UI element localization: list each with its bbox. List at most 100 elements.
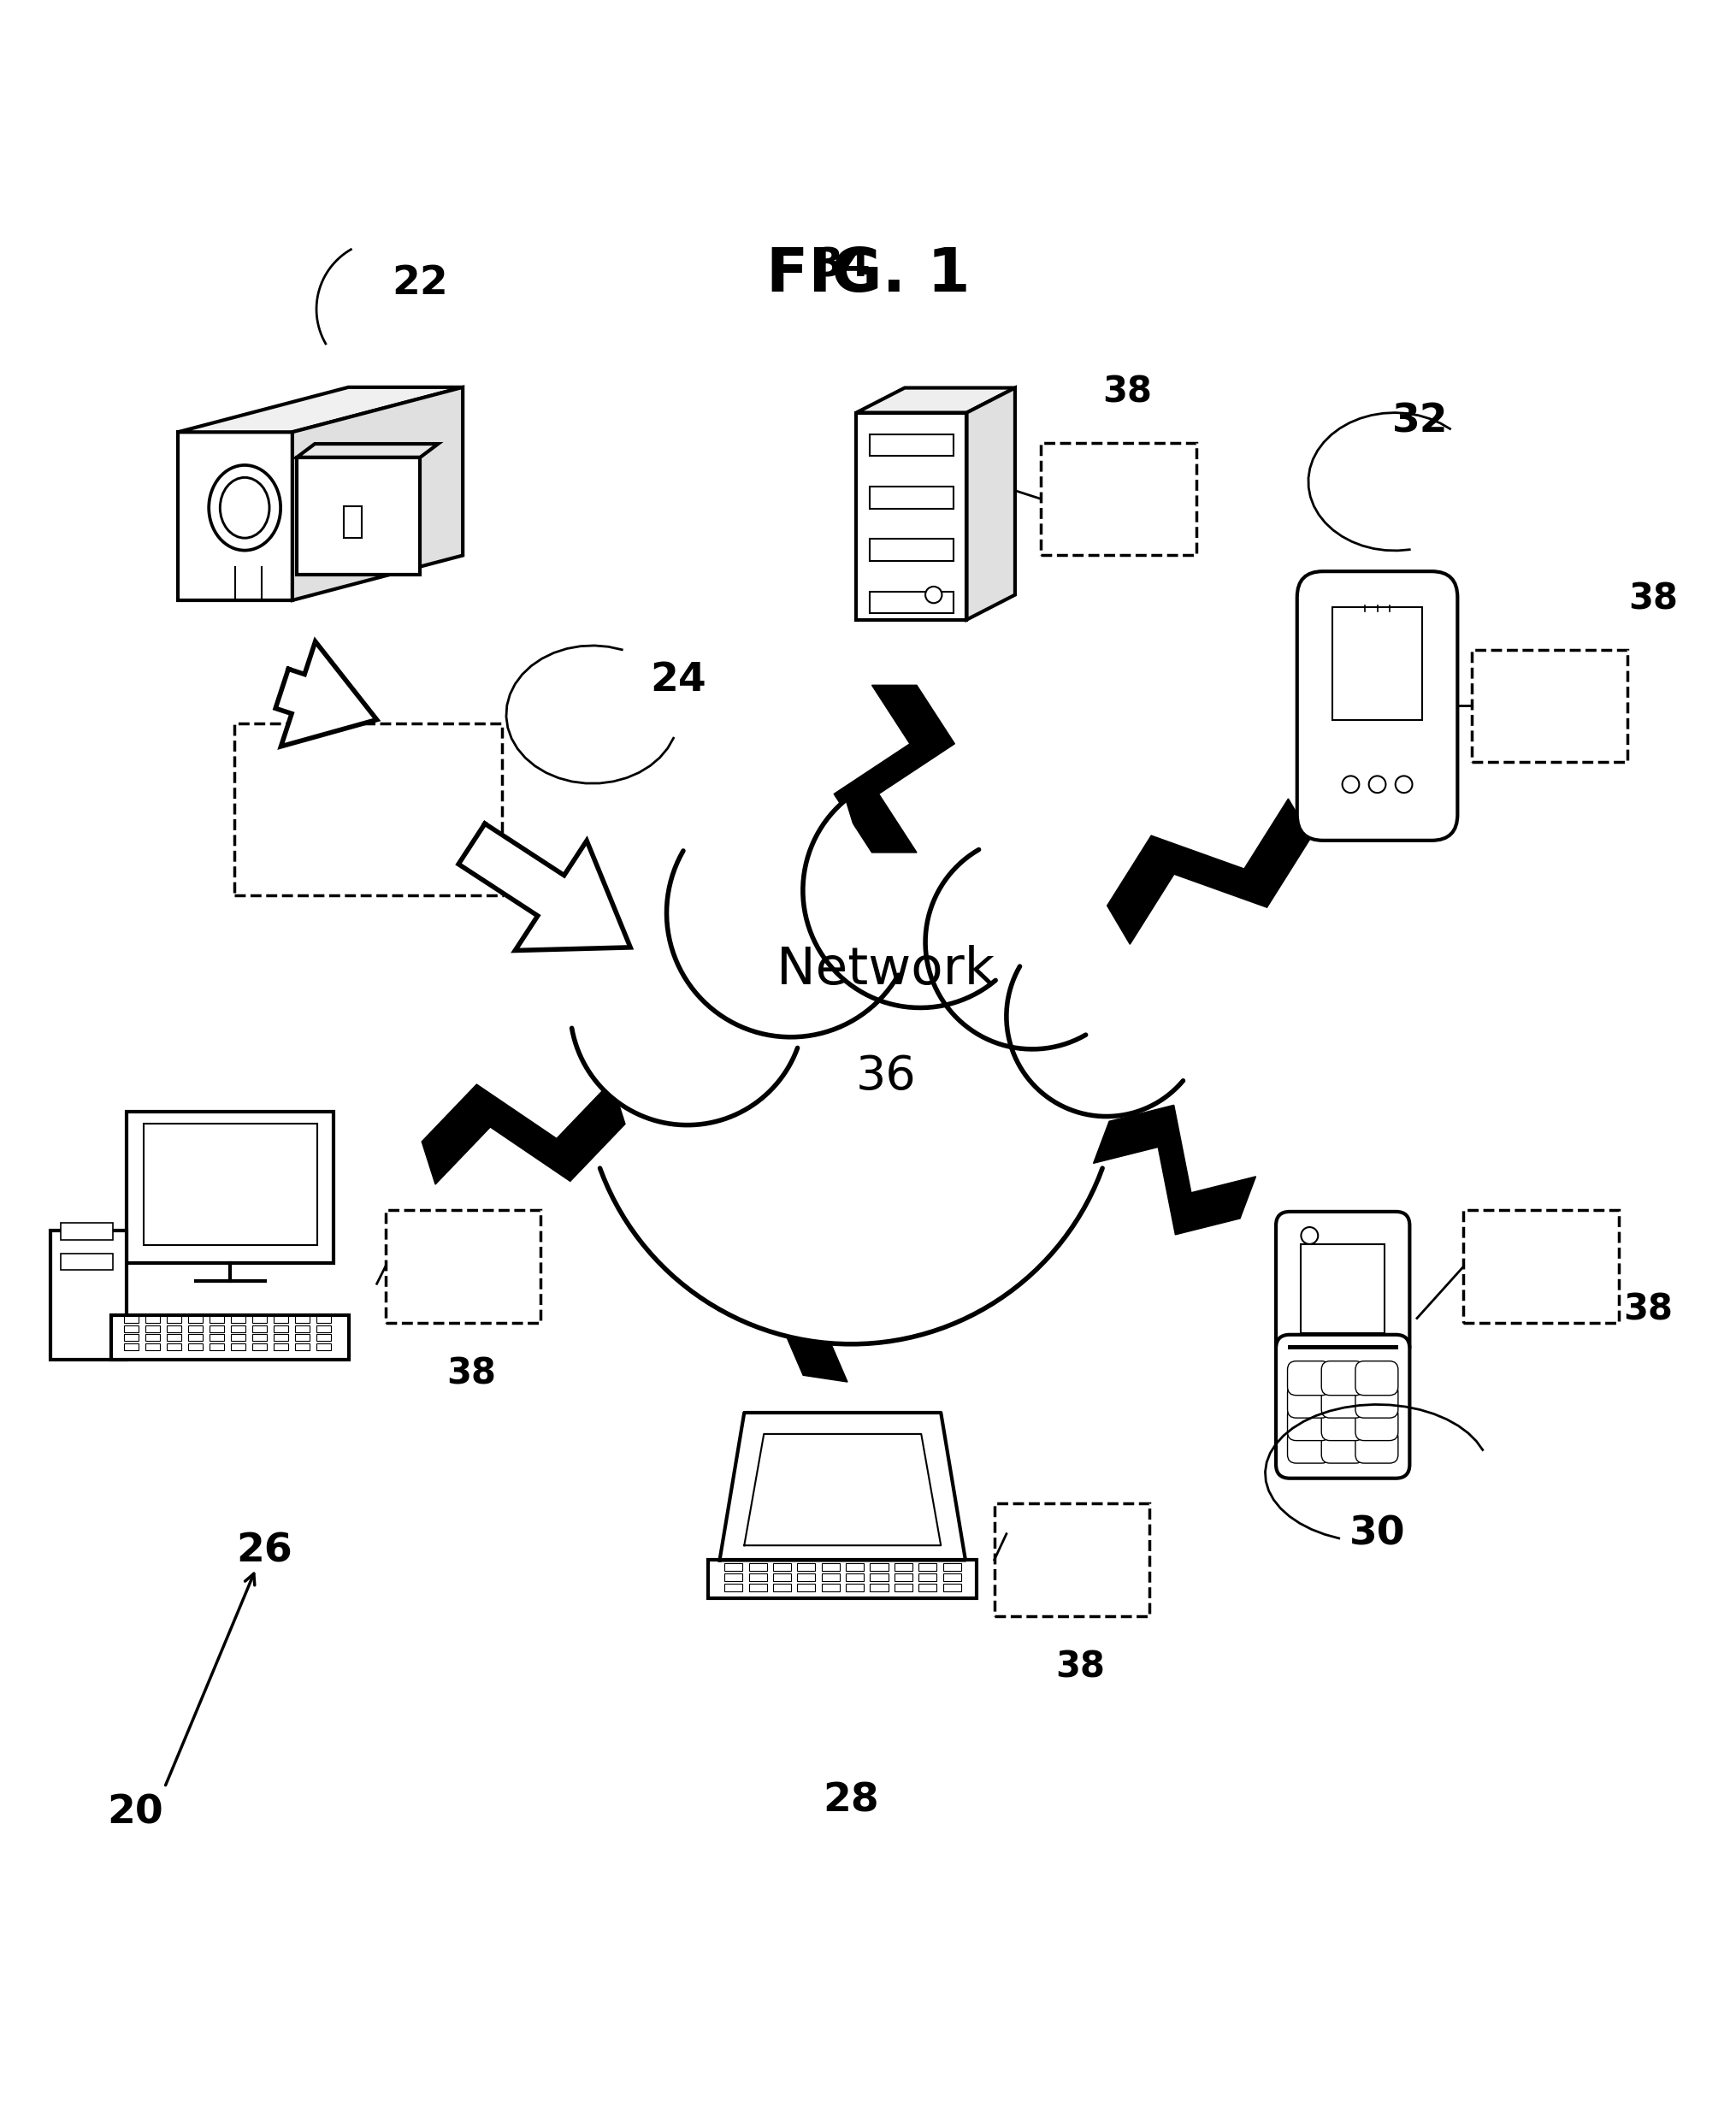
Text: 38: 38 [1628, 581, 1677, 617]
Bar [894, 1574, 911, 1581]
FancyBboxPatch shape [1354, 1428, 1397, 1464]
Bar [344, 506, 361, 538]
Bar [870, 487, 953, 509]
Text: 38: 38 [1055, 1649, 1104, 1685]
Polygon shape [292, 388, 462, 600]
Bar [167, 1324, 182, 1333]
Bar [724, 1583, 743, 1591]
FancyBboxPatch shape [1286, 1384, 1330, 1418]
Bar [144, 1324, 160, 1333]
Bar [111, 1316, 349, 1360]
Bar [918, 1564, 936, 1570]
Bar [894, 1583, 911, 1591]
Bar [187, 1324, 203, 1333]
Circle shape [1394, 776, 1411, 793]
Bar [918, 1574, 936, 1581]
Bar [943, 1583, 960, 1591]
Polygon shape [297, 458, 420, 574]
FancyBboxPatch shape [1276, 1212, 1410, 1360]
Ellipse shape [208, 466, 281, 551]
Bar [316, 1316, 332, 1322]
Bar [231, 1316, 245, 1322]
Bar [870, 591, 953, 612]
Bar [252, 1316, 267, 1322]
Polygon shape [571, 801, 1182, 1343]
Polygon shape [297, 443, 437, 458]
Bar [1472, 651, 1627, 763]
Bar [295, 1335, 309, 1341]
FancyBboxPatch shape [1297, 572, 1457, 841]
Bar [773, 1574, 790, 1581]
Text: 34: 34 [814, 246, 870, 286]
Bar [252, 1324, 267, 1333]
Polygon shape [856, 413, 967, 619]
Text: 30: 30 [1349, 1515, 1404, 1553]
Bar [208, 1343, 224, 1350]
Bar [773, 1564, 790, 1570]
Bar [273, 1316, 288, 1322]
Bar [144, 1335, 160, 1341]
Polygon shape [177, 432, 292, 600]
Bar [870, 434, 953, 456]
Text: 20: 20 [108, 1795, 163, 1833]
FancyBboxPatch shape [1354, 1384, 1397, 1418]
Text: FIG. 1: FIG. 1 [766, 246, 970, 305]
Polygon shape [1106, 799, 1311, 945]
Bar [845, 1564, 863, 1570]
Bar [1332, 606, 1422, 720]
Text: 36: 36 [856, 1053, 915, 1100]
Bar [870, 1574, 887, 1581]
Circle shape [1368, 776, 1385, 793]
Polygon shape [458, 824, 630, 951]
Bar [167, 1335, 182, 1341]
Bar [773, 1583, 790, 1591]
Bar [187, 1343, 203, 1350]
Bar [316, 1335, 332, 1341]
Polygon shape [177, 388, 462, 432]
Polygon shape [719, 1413, 965, 1560]
Bar [273, 1324, 288, 1333]
FancyBboxPatch shape [1286, 1407, 1330, 1441]
FancyBboxPatch shape [1321, 1428, 1363, 1464]
Bar [295, 1324, 309, 1333]
Bar [273, 1335, 288, 1341]
Bar [1300, 1244, 1384, 1333]
Bar [845, 1583, 863, 1591]
Bar [252, 1335, 267, 1341]
Text: 38: 38 [1623, 1293, 1672, 1329]
Bar [144, 1343, 160, 1350]
Polygon shape [833, 684, 955, 852]
Polygon shape [1094, 1106, 1255, 1235]
Bar [1463, 1210, 1618, 1322]
Bar [187, 1316, 203, 1322]
Bar [918, 1583, 936, 1591]
Bar [61, 1252, 113, 1269]
Bar [797, 1583, 814, 1591]
Bar [845, 1574, 863, 1581]
Bar [50, 1231, 127, 1360]
Bar [821, 1574, 838, 1581]
Bar [821, 1564, 838, 1570]
FancyBboxPatch shape [1321, 1360, 1363, 1394]
Bar [870, 1564, 887, 1570]
Bar [167, 1316, 182, 1322]
Bar [295, 1316, 309, 1322]
FancyBboxPatch shape [1321, 1384, 1363, 1418]
Text: Network: Network [776, 945, 995, 996]
Bar [1040, 443, 1196, 555]
Bar [870, 1583, 887, 1591]
Text: 38: 38 [1102, 375, 1151, 409]
Bar [797, 1574, 814, 1581]
FancyBboxPatch shape [1276, 1335, 1410, 1479]
Bar [231, 1343, 245, 1350]
Bar [708, 1560, 976, 1598]
Bar [208, 1335, 224, 1341]
Bar [208, 1316, 224, 1322]
Bar [748, 1574, 767, 1581]
FancyBboxPatch shape [1354, 1360, 1397, 1394]
Bar [724, 1574, 743, 1581]
FancyBboxPatch shape [1286, 1428, 1330, 1464]
Bar [748, 1564, 767, 1570]
Bar [167, 1343, 182, 1350]
Polygon shape [967, 388, 1014, 619]
